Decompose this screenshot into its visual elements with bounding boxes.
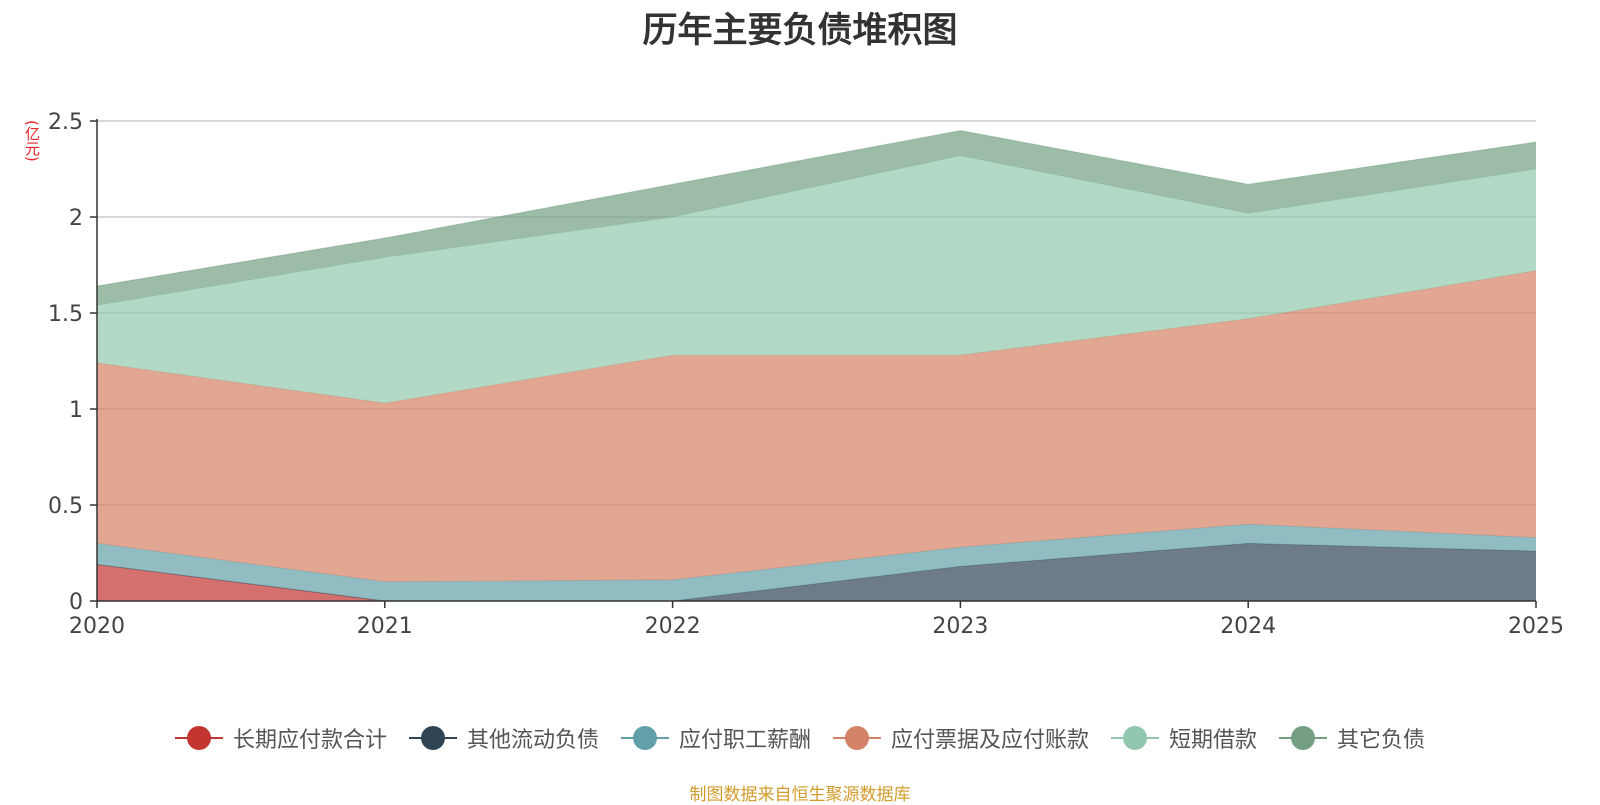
legend-label: 短期借款 [1169,728,1258,753]
legend-swatch-icon [174,726,223,750]
axes: 0 0.5 1 1.5 2 2.5 2020 2021 2022 2023 2024 2025 [48,110,1564,639]
legend: 长期应付款合计 其他流动负债 应付职工薪酬 应付票据及应付账款 短期借款 其它负债 [0,722,1600,754]
y-tick-label: 2.5 [48,110,83,135]
area-series [97,155,1536,404]
y-tick-label: 1.5 [48,302,83,327]
legend-swatch-icon [620,726,669,750]
legend-item[interactable]: 短期借款 [1111,722,1257,754]
legend-label: 应付职工薪酬 [678,728,811,753]
legend-item[interactable]: 应付票据及应付账款 [833,722,1089,754]
legend-swatch-icon [408,726,457,750]
legend-item[interactable]: 应付职工薪酬 [620,722,811,754]
area-series [97,564,1536,601]
chart-title: 历年主要负债堆积图 [642,11,958,51]
legend-item[interactable]: 长期应付款合计 [174,722,387,754]
x-tick-label: 2021 [357,614,413,639]
x-tick-label: 2020 [69,614,125,639]
y-tick-label: 0 [69,590,83,615]
area-series [97,543,1536,601]
legend-swatch-icon [833,726,881,750]
stacked-areas [96,130,1537,602]
y-axis-unit-label: (亿元) [23,120,41,162]
legend-swatch-icon [1279,726,1328,750]
area-series [97,270,1536,582]
legend-label: 其他流动负债 [466,728,599,753]
series-line [96,130,1537,287]
legend-swatch-icon [1111,726,1160,750]
x-tick-label: 2023 [932,614,988,639]
legend-label: 其它负债 [1337,728,1426,753]
x-tick-label: 2024 [1220,614,1276,639]
area-series [97,130,1536,306]
legend-label: 应付票据及应付账款 [891,728,1090,753]
x-tick-label: 2025 [1508,614,1564,639]
y-tick-label: 1 [69,398,83,423]
legend-item[interactable]: 其他流动负债 [408,722,599,754]
data-source-note: 制图数据来自恒生聚源数据库 [689,785,911,805]
y-tick-label: 2 [69,206,83,231]
legend-label: 长期应付款合计 [232,728,387,753]
y-tick-label: 0.5 [48,494,83,519]
x-tick-label: 2022 [645,614,701,639]
legend-item[interactable]: 其它负债 [1279,722,1425,754]
